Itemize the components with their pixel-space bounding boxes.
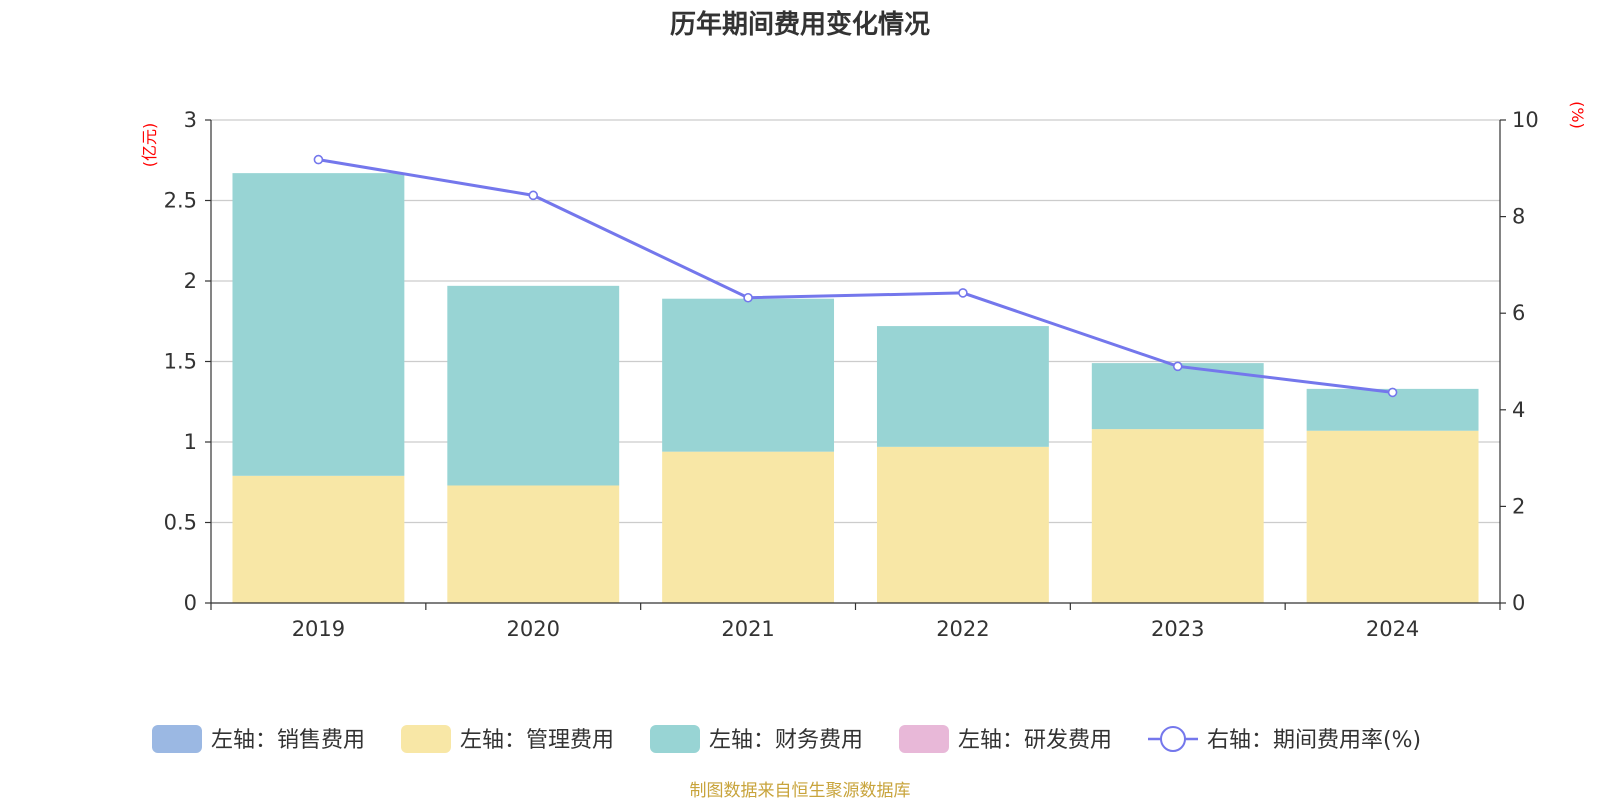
bar-2020	[447, 485, 620, 603]
rate-line-path	[318, 158, 1393, 394]
bar-2021	[662, 298, 835, 452]
legend-item: 左轴：管理费用	[401, 725, 614, 753]
legend: 左轴：销售费用 左轴：管理费用 左轴：财务费用 左轴：研发费用 右轴：期间费用率(%)	[152, 725, 1421, 753]
x-tick-label: 2024	[1366, 617, 1419, 641]
bar-2023	[1091, 429, 1264, 603]
left-tick-label: 0.5	[164, 511, 197, 535]
left-tick-label: 3	[184, 108, 197, 132]
chart-title: 历年期间费用变化情况	[670, 9, 930, 40]
x-tick-label: 2020	[507, 617, 560, 641]
legend-swatch	[152, 725, 202, 753]
right-axis-unit: (%)	[1568, 101, 1587, 129]
left-tick-label: 1.5	[164, 350, 197, 374]
right-tick-label: 0	[1512, 591, 1525, 615]
legend-item: 左轴：销售费用	[152, 725, 365, 753]
legend-marker	[1160, 726, 1186, 752]
bar-2019	[232, 475, 405, 603]
rate-point	[958, 288, 968, 298]
bar-2024	[1306, 430, 1479, 603]
left-tick-label: 0	[184, 591, 197, 615]
legend-item: 左轴：研发费用	[899, 725, 1112, 753]
axes: 0 0.5 1 1.5 2 2.5 3 0 2 4 6 8 10 2019 2020 2021 2022 2023…	[164, 108, 1539, 641]
left-tick-label: 2.5	[164, 189, 197, 213]
x-tick-label: 2019	[292, 617, 345, 641]
rate-point	[313, 154, 324, 165]
legend-item: 右轴：期间费用率(%)	[1148, 726, 1421, 753]
rate-point	[528, 190, 539, 201]
legend-label: 左轴：销售费用	[211, 728, 365, 753]
bar-2022	[876, 446, 1049, 603]
legend-label: 右轴：期间费用率(%)	[1207, 728, 1421, 753]
left-tick-label: 2	[184, 269, 197, 293]
rate-point	[1172, 361, 1183, 372]
x-tick-label: 2022	[936, 617, 989, 641]
bar-2022	[876, 326, 1049, 447]
rate-point	[743, 292, 753, 303]
legend-item: 左轴：财务费用	[650, 725, 863, 753]
x-tick-label: 2023	[1151, 617, 1204, 641]
bars	[232, 173, 1479, 603]
right-tick-label: 4	[1512, 398, 1525, 422]
right-tick-label: 10	[1512, 108, 1539, 132]
legend-swatch	[650, 725, 700, 753]
legend-label: 左轴：管理费用	[460, 728, 614, 753]
right-tick-label: 6	[1512, 301, 1525, 325]
legend-label: 左轴：研发费用	[958, 728, 1112, 753]
x-tick-label: 2021	[721, 617, 774, 641]
grid	[211, 119, 1500, 524]
legend-swatch	[899, 725, 949, 753]
bar-2021	[662, 451, 835, 603]
bar-2020	[447, 285, 620, 486]
left-tick-label: 1	[184, 430, 197, 454]
right-tick-label: 8	[1512, 205, 1525, 229]
legend-label: 左轴：财务费用	[709, 728, 863, 753]
left-axis-unit: (亿元)	[140, 123, 159, 168]
source-note: 制图数据来自恒生聚源数据库	[690, 781, 911, 800]
rate-point	[1387, 387, 1398, 398]
bar-2019	[232, 173, 405, 476]
right-tick-label: 2	[1512, 494, 1525, 518]
rate-line	[313, 154, 1398, 398]
legend-swatch	[401, 725, 451, 753]
